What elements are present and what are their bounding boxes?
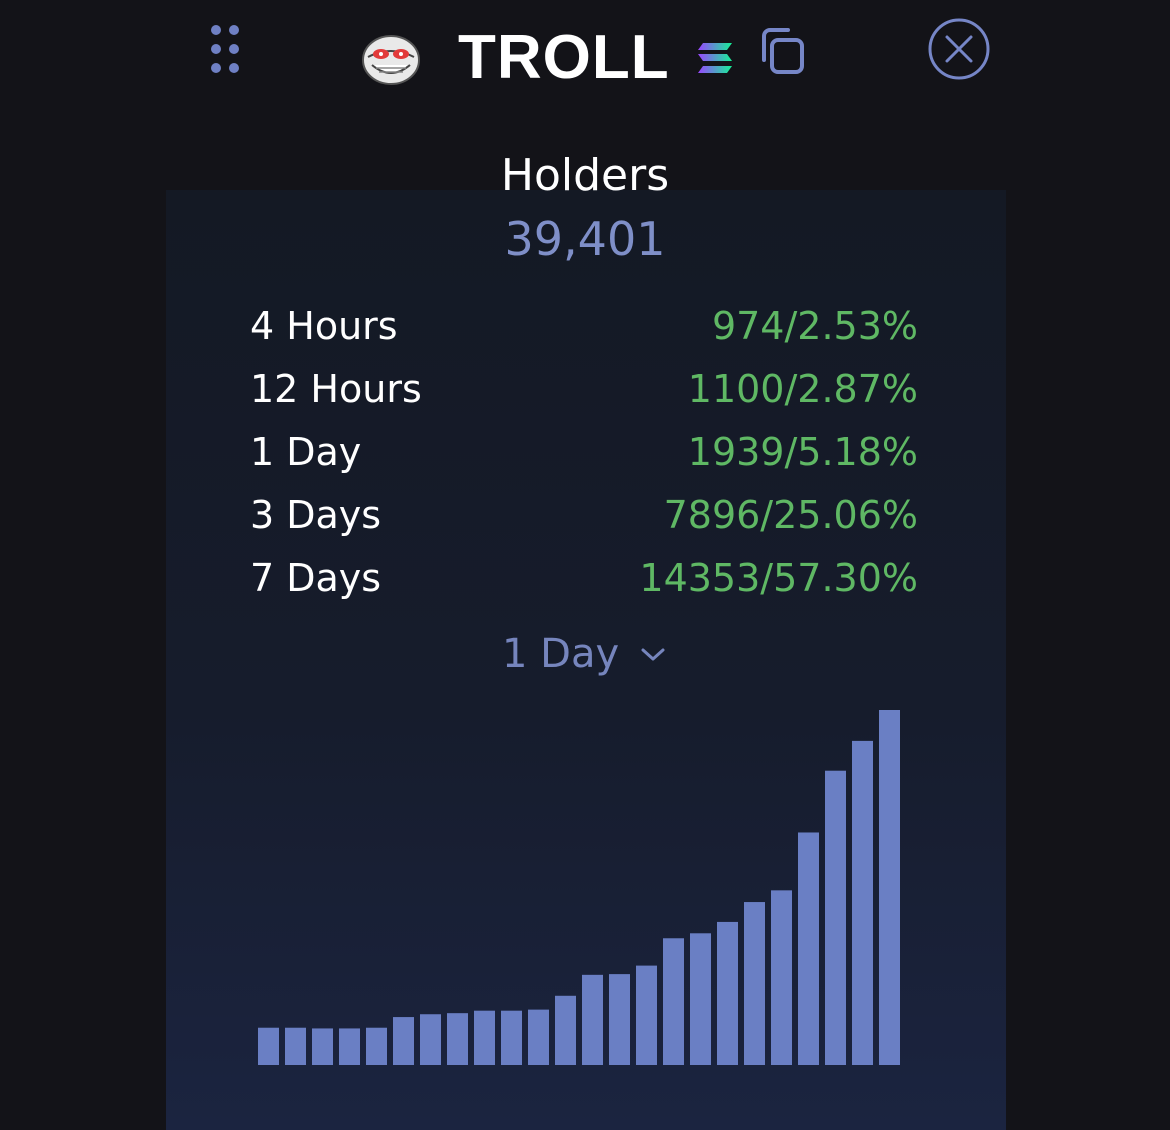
chevron-down-icon	[641, 648, 665, 661]
stat-row: 3 Days 7896/25.06%	[250, 483, 918, 546]
holder-growth-stats: 4 Hours 974/2.53% 12 Hours 1100/2.87% 1 …	[250, 294, 918, 609]
chart-bar	[312, 1028, 333, 1065]
solana-icon	[696, 41, 734, 75]
chart-bar	[771, 890, 792, 1065]
chart-bar	[366, 1027, 387, 1065]
chart-bar	[879, 710, 900, 1065]
token-name: TROLL	[458, 23, 670, 92]
chart-bar	[528, 1009, 549, 1065]
chart-bar	[447, 1013, 468, 1065]
stat-value: 14353/57.30%	[639, 555, 918, 600]
stat-value: 974/2.53%	[711, 303, 918, 348]
troll-face-icon	[360, 27, 422, 89]
stat-period: 1 Day	[250, 429, 362, 474]
chart-bar	[420, 1014, 441, 1065]
stat-row: 1 Day 1939/5.18%	[250, 420, 918, 483]
chart-bar	[690, 933, 711, 1065]
chart-bar	[744, 902, 765, 1065]
stat-period: 12 Hours	[250, 366, 422, 411]
close-icon	[928, 18, 990, 80]
chart-bar	[501, 1010, 522, 1065]
chart-bar	[852, 740, 873, 1065]
chart-bar	[258, 1027, 279, 1065]
stat-period: 3 Days	[250, 492, 382, 537]
chart-bar	[393, 1017, 414, 1065]
token-header: TROLL	[360, 18, 734, 98]
chart-bar	[798, 832, 819, 1065]
chart-bar	[825, 770, 846, 1065]
stat-value: 7896/25.06%	[663, 492, 918, 537]
stat-row: 4 Hours 974/2.53%	[250, 294, 918, 357]
stat-value: 1100/2.87%	[687, 366, 918, 411]
holders-count: 39,401	[504, 212, 666, 266]
stat-row: 12 Hours 1100/2.87%	[250, 357, 918, 420]
chart-bar	[609, 974, 630, 1065]
copy-icon	[762, 28, 804, 74]
drag-handle-icon[interactable]	[208, 22, 244, 76]
chart-bar	[555, 995, 576, 1065]
chart-bar	[636, 965, 657, 1065]
time-range-dropdown[interactable]: 1 Day	[502, 624, 667, 684]
stat-row: 7 Days 14353/57.30%	[250, 546, 918, 609]
holders-label: Holders	[500, 150, 670, 201]
stat-period: 4 Hours	[250, 303, 398, 348]
time-range-selected: 1 Day	[502, 631, 620, 677]
close-button[interactable]	[926, 16, 992, 82]
stat-period: 7 Days	[250, 555, 382, 600]
chart-bar	[663, 938, 684, 1065]
chart-bar	[339, 1028, 360, 1065]
copy-button[interactable]	[756, 26, 810, 80]
chart-bar	[582, 974, 603, 1065]
chart-bar	[717, 921, 738, 1065]
chart-bar	[474, 1010, 495, 1065]
chart-bar	[285, 1027, 306, 1065]
holders-bar-chart	[258, 710, 900, 1065]
stat-value: 1939/5.18%	[687, 429, 918, 474]
